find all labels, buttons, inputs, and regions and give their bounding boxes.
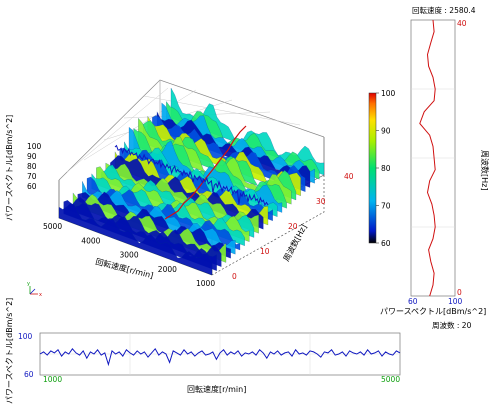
- freq-level-title: 周波数 : 20: [432, 320, 472, 330]
- colorbar-gradient: [368, 92, 377, 244]
- svg-text:y: y: [27, 281, 30, 287]
- freq-y-tick-top: 100: [18, 332, 33, 341]
- x-tick-label-3d: 2000: [158, 265, 177, 274]
- svg-text:x: x: [39, 292, 42, 298]
- z-tick-label-3d: 70: [27, 172, 37, 181]
- x-axis-ticks-3d: 5000 4000 3000 2000 1000: [43, 222, 215, 288]
- surface-band: [128, 126, 283, 213]
- x-tick-label-3d: 1000: [196, 279, 215, 288]
- rpm-y-axis-label: 周波数[Hz]: [480, 150, 490, 190]
- y-axis-ticks-3d: 0 10 20 30 40: [232, 172, 354, 281]
- colorbar-tick-label: 90: [381, 127, 391, 136]
- x-axis-label-3d: 回転速度[r/min]: [95, 256, 155, 280]
- colorbar-tick-label: 70: [381, 202, 391, 211]
- freq-cut-line-3d: [114, 144, 269, 207]
- rpm-x-axis-label: パワースペクトル[dBm/s^2]: [380, 307, 486, 316]
- freq-x-axis-label: 回転速度[r/min]: [187, 384, 246, 394]
- y-tick-label-3d: 0: [232, 272, 237, 281]
- y-tick-label-3d: 40: [344, 172, 354, 181]
- surface-band: [58, 203, 213, 276]
- rpm-spectrum-grid: [411, 88, 455, 228]
- colorbar-tick-label: 100: [381, 89, 396, 98]
- surface-band: [105, 162, 259, 234]
- freq-level-line: [39, 347, 401, 367]
- surface-bands: [58, 87, 325, 276]
- freq-y-tick-bottom: 60: [24, 370, 34, 379]
- freq-x-tick-right: 5000: [381, 375, 400, 384]
- freq-level-panel: 周波数 : 20 100 60 1000 5000 回転速度[r/min] パワ…: [5, 298, 472, 404]
- rpm-spectrum-panel: 回転速度 : 2580.4 40 0 60 100 パワースペクトル[dBm/s…: [380, 5, 490, 316]
- freq-x-tick-left: 1000: [43, 375, 62, 384]
- rpm-cut-line-3d: [164, 125, 247, 220]
- rpm-x-tick-right: 100: [448, 297, 463, 306]
- rpm-x-tick-left: 60: [408, 297, 418, 306]
- x-tick-label-3d: 4000: [81, 236, 100, 245]
- y-tick-label-3d: 10: [260, 247, 270, 256]
- z-tick-label-3d: 60: [27, 182, 37, 191]
- z-tick-label-3d: 80: [27, 162, 37, 171]
- z-tick-label-3d: 100: [27, 142, 42, 151]
- surface-band: [170, 87, 325, 176]
- surface-band: [161, 102, 315, 184]
- x-tick-label-3d: 5000: [43, 222, 62, 231]
- colorbar: 100 90 80 70 60: [368, 89, 396, 248]
- freq-y-axis-label: パワースペクトル[dBm/s^2]: [5, 298, 14, 404]
- rpm-spectrum-line: [419, 19, 436, 297]
- z-tick-label-3d: 90: [27, 152, 37, 161]
- z-axis-label-3d: パワースペクトル[dBm/s^2]: [5, 115, 14, 221]
- colorbar-tick-label: 80: [381, 164, 391, 173]
- axis-triad-icon: x y: [27, 281, 42, 298]
- x-tick-label-3d: 3000: [120, 251, 139, 260]
- colorbar-ticks: 100 90 80 70 60: [376, 89, 396, 248]
- y-tick-label-3d: 30: [316, 197, 326, 206]
- y-tick-label-3d: 20: [288, 222, 298, 231]
- colorbar-tick-label: 60: [381, 239, 391, 248]
- rpm-spectrum-title: 回転速度 : 2580.4: [412, 5, 476, 15]
- rpm-y-tick-bottom: 0: [457, 288, 462, 297]
- rpm-y-tick-top: 40: [457, 19, 467, 28]
